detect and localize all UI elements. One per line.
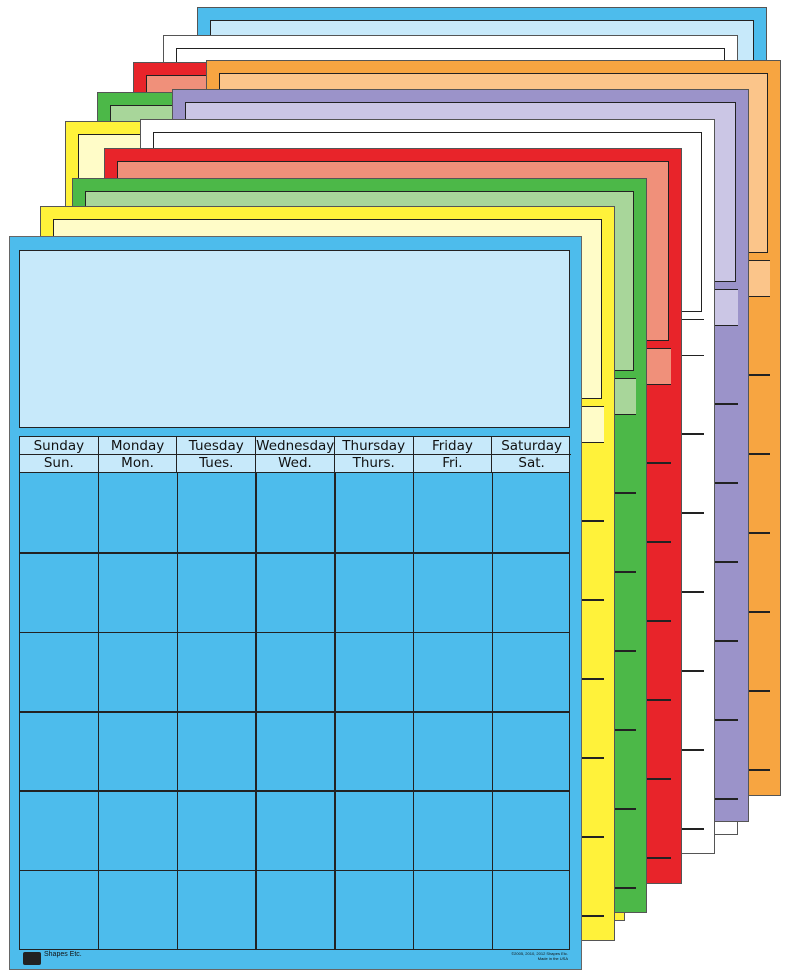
copyright-text: ©2005, 2010, 2012 Shapes Etc. Made in th… — [511, 951, 568, 961]
calendar-grid: Sunday Sun. Monday Mon. Tuesday Tues. Wednesda… — [19, 436, 571, 950]
grid-row-line — [20, 631, 569, 634]
grid-row-line — [20, 790, 569, 792]
weekday-header: Sunday Sun. Monday Mon. Tuesday Tues. Wednesda… — [20, 437, 571, 472]
weekday-wednesday: Wednesday Wed. — [256, 437, 335, 472]
weekday-tuesday: Tuesday Tues. — [177, 437, 257, 472]
front-calendar-sheet: Sunday Sun. Monday Mon. Tuesday Tues. Wednesda… — [9, 236, 582, 970]
weekday-full-label: Friday — [413, 437, 492, 455]
brand-logo-icon — [23, 952, 41, 965]
weekday-sunday: Sunday Sun. — [20, 437, 99, 472]
weekday-abbr-label: Thurs. — [352, 455, 395, 471]
weekday-abbr-label: Mon. — [121, 455, 154, 471]
weekday-saturday: Saturday Sat. — [492, 437, 571, 472]
weekday-abbr-label: Fri. — [442, 455, 463, 471]
weekday-full-label: Monday — [98, 437, 177, 455]
weekday-abbr-label: Tues. — [199, 455, 234, 471]
weekday-abbr-label: Wed. — [278, 455, 312, 471]
weekday-thursday: Thursday Thurs. — [334, 437, 414, 472]
weekday-friday: Friday Fri. — [413, 437, 493, 472]
calendar-title-area — [19, 250, 570, 428]
weekday-full-label: Sunday — [20, 437, 98, 455]
brand-name: Shapes Etc. — [44, 951, 82, 958]
grid-row-line — [20, 552, 569, 554]
weekday-full-label: Saturday — [492, 437, 571, 455]
grid-row-line — [20, 711, 569, 713]
weekday-full-label: Wednesday — [256, 438, 335, 455]
weekday-full-label: Tuesday — [177, 437, 256, 455]
weekday-monday: Monday Mon. — [98, 437, 178, 472]
weekday-abbr-label: Sun. — [43, 455, 74, 471]
grid-row-line — [20, 869, 569, 872]
weekday-abbr-label: Sat. — [518, 455, 545, 471]
weekday-full-label: Thursday — [334, 437, 413, 455]
day-cells — [20, 472, 569, 949]
